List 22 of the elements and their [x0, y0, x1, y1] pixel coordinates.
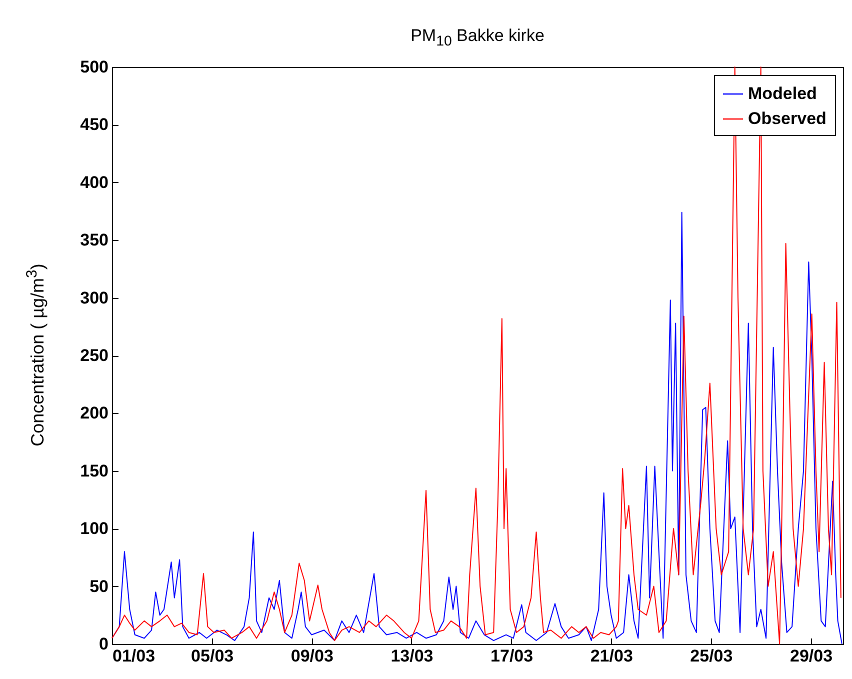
y-tick-label: 50: [90, 576, 108, 596]
legend-label: Observed: [748, 109, 826, 128]
y-tick-label: 350: [80, 230, 108, 250]
x-tick-label: 01/03: [112, 646, 156, 666]
x-tick-label: 13/03: [390, 646, 434, 666]
x-tick-label: 05/03: [191, 646, 234, 666]
y-tick-label: 300: [80, 288, 108, 308]
legend-label: Modeled: [748, 84, 817, 103]
chart-title: PM$_{10}$ Bakke kirke: [410, 26, 546, 50]
x-tick-label: 25/03: [690, 646, 733, 666]
y-tick-label: 200: [80, 404, 108, 423]
y-tick-label: 500: [80, 58, 108, 76]
y-tick-label: 100: [80, 519, 108, 538]
x-tick-label: 09/03: [290, 646, 334, 666]
x-tick-label: 29/03: [790, 646, 833, 666]
x-tick-label: 17/03: [490, 646, 534, 666]
y-tick-label: 450: [80, 115, 108, 134]
y-tick-label: 250: [80, 346, 108, 365]
y-tick-label: 0: [99, 634, 108, 654]
x-tick-label: 21/03: [590, 646, 633, 666]
y-tick-label: 400: [80, 172, 108, 192]
y-tick-label: 150: [80, 461, 108, 480]
